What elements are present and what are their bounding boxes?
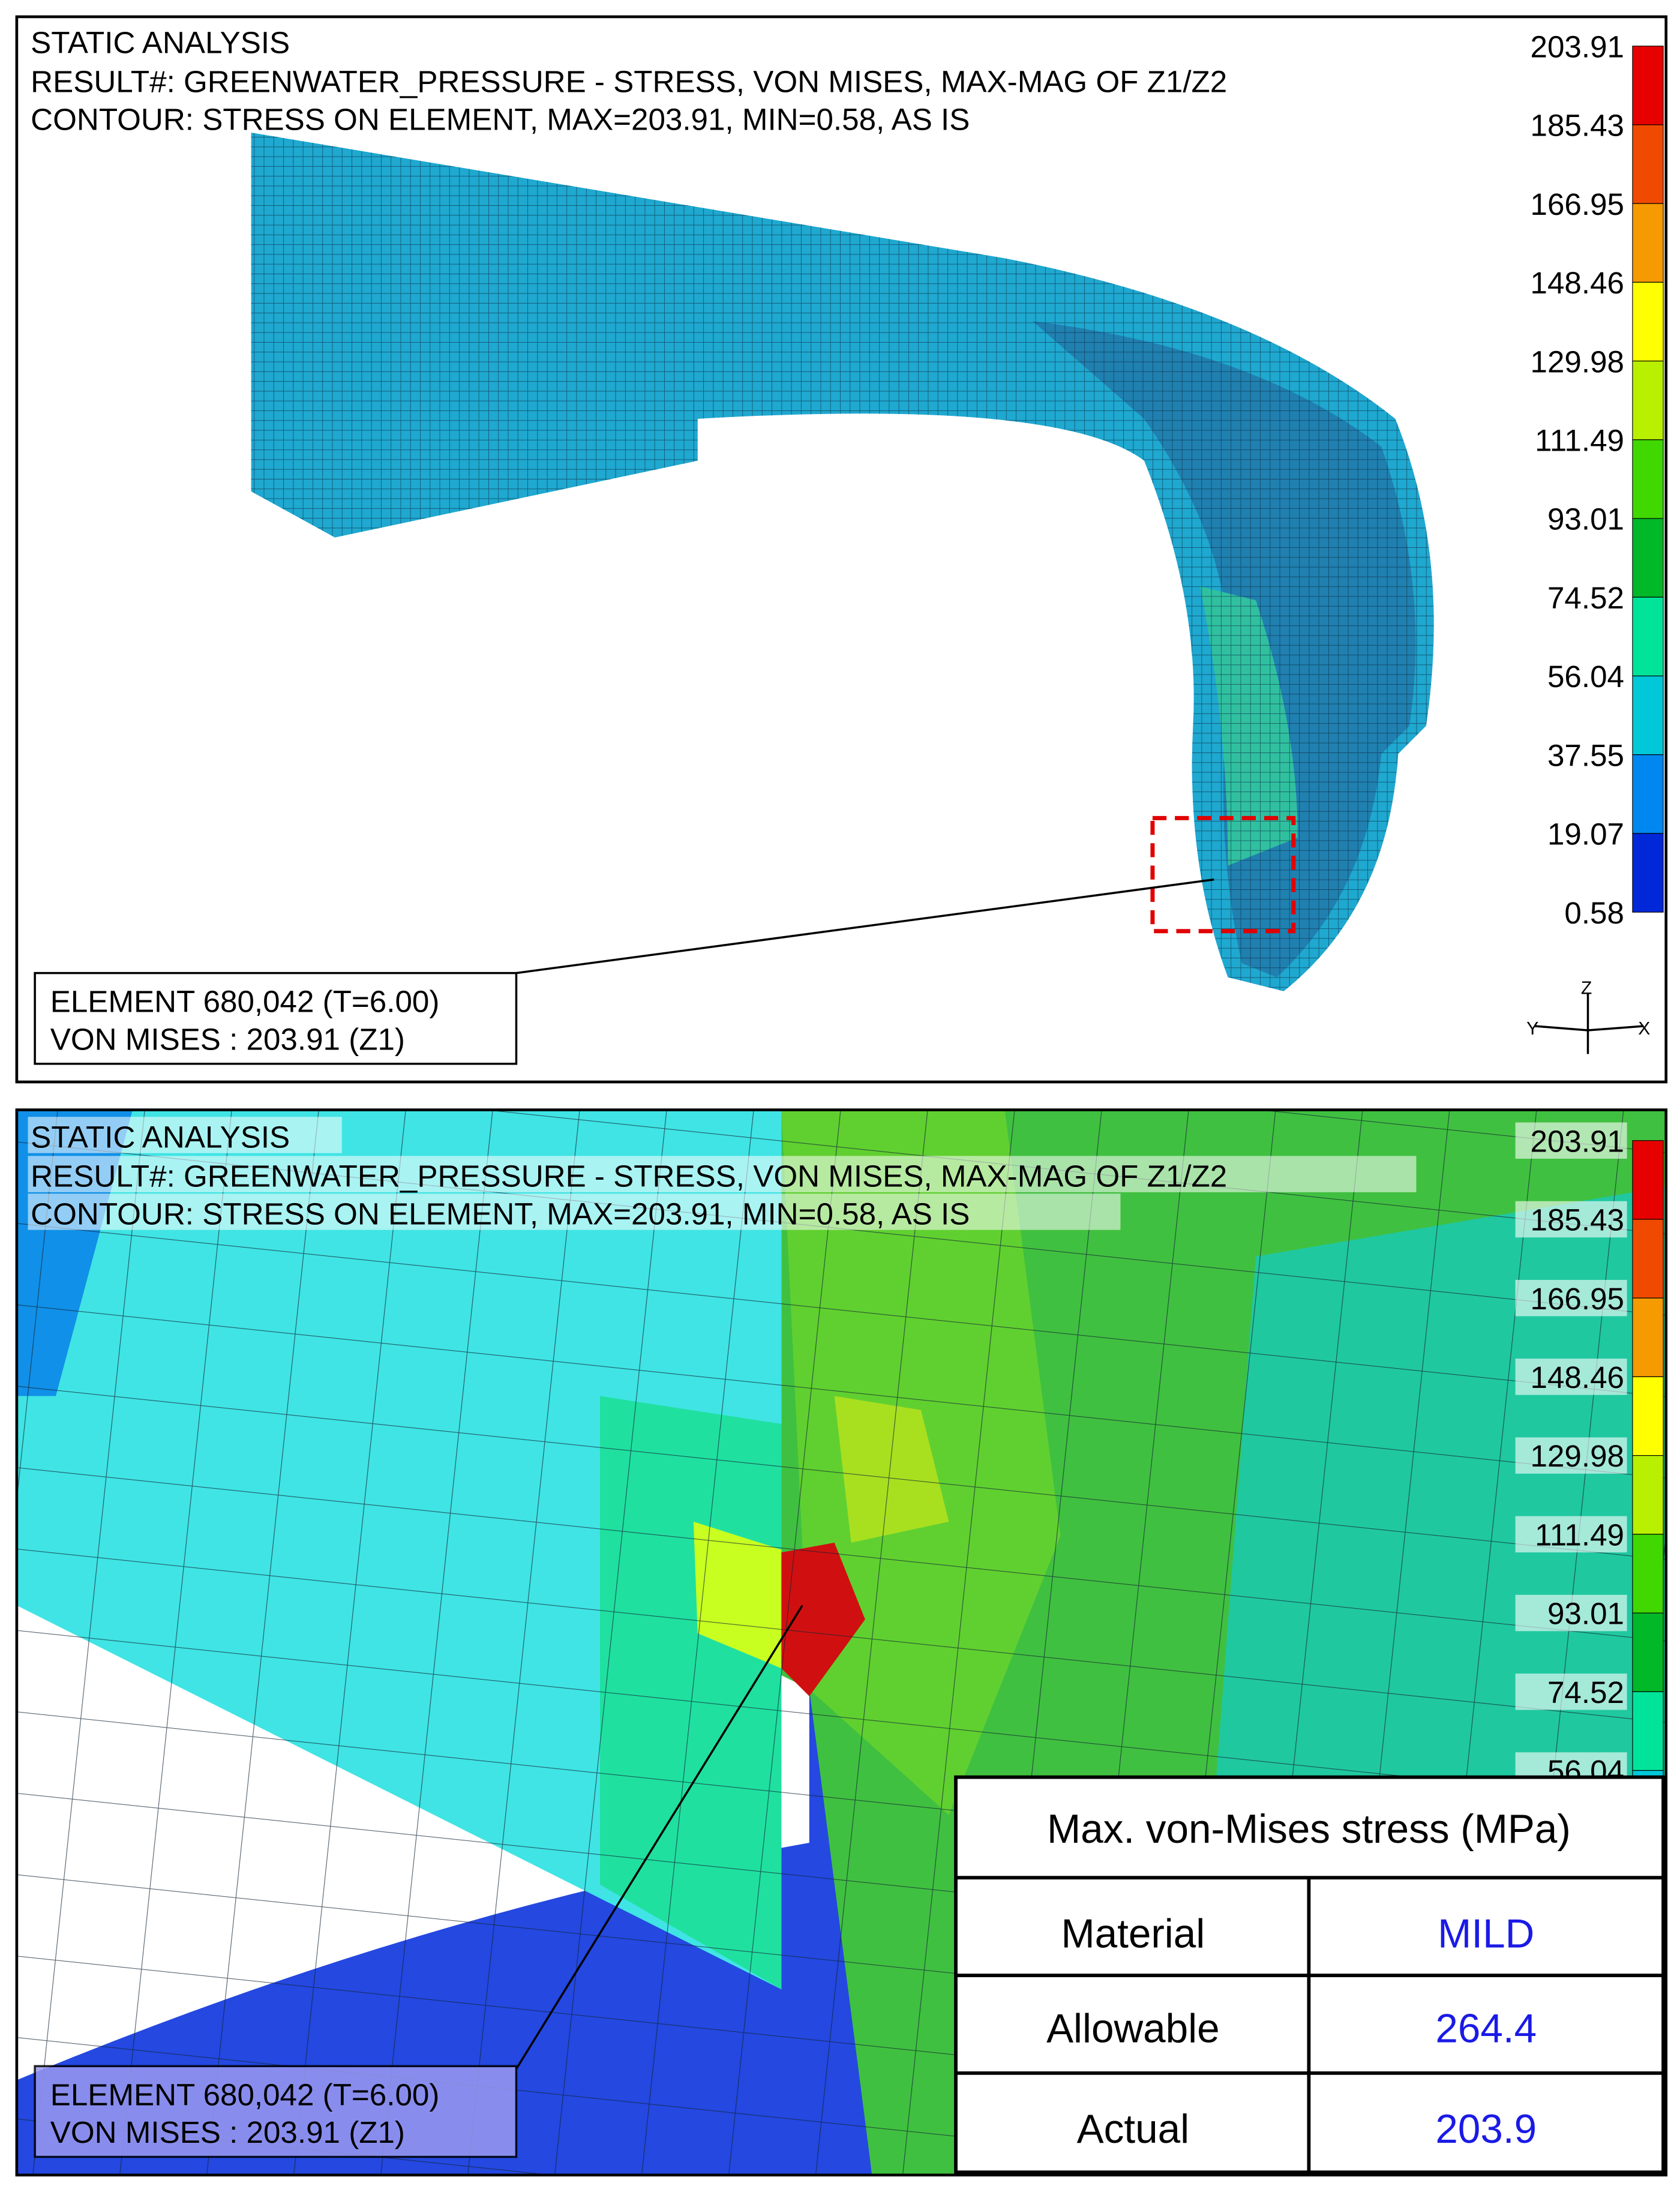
legends: 203.91 185.43 166.95 148.46 129.98 111.49 93.0…	[1515, 29, 1664, 1850]
legend-label: 0.58	[1564, 896, 1624, 930]
legend-label: 148.46	[1531, 1360, 1624, 1395]
legend-band	[1632, 1140, 1664, 1220]
element-label: ELEMENT 680,042 (T=6.00)	[50, 2077, 440, 2112]
header-background	[28, 1194, 1121, 1230]
legend-label: 56.04	[1547, 659, 1624, 694]
header-background	[28, 1156, 1417, 1192]
legend-label: 203.91	[1531, 1124, 1624, 1158]
header-line: STATIC ANALYSIS	[31, 1120, 290, 1154]
stress-table: Max. von-Mises stress (MPa) Material MIL…	[954, 1775, 1666, 2174]
legend-band	[1632, 675, 1664, 755]
table-cell: 203.9	[1435, 2107, 1537, 2152]
header-line: CONTOUR: STRESS ON ELEMENT, MAX=203.91, …	[31, 1197, 970, 1231]
legend-band	[1632, 833, 1664, 913]
element-label: VON MISES : 203.91 (Z1)	[50, 1022, 405, 1057]
legend-band	[1632, 1376, 1664, 1456]
legend-band	[1632, 1297, 1664, 1378]
axis-label: Z	[1581, 978, 1592, 998]
legend-label-background	[1515, 1359, 1627, 1395]
legend-band	[1632, 46, 1664, 125]
legend-label-background	[1515, 1201, 1627, 1238]
header-line: RESULT#: GREENWATER_PRESSURE - STRESS, V…	[31, 1159, 1227, 1194]
legend-band	[1632, 1455, 1664, 1535]
table-cell: MILD	[1438, 1911, 1534, 1956]
legend-band	[1632, 1691, 1664, 1771]
axis-label: X	[1638, 1019, 1650, 1039]
legend-label: 74.52	[1547, 581, 1624, 615]
legend-band	[1632, 518, 1664, 598]
table-cell: Material	[1061, 1911, 1205, 1956]
legend-label: 185.43	[1531, 109, 1624, 143]
legend-label: 203.91	[1531, 29, 1624, 64]
legend-band	[1632, 754, 1664, 834]
legend-band	[1632, 281, 1664, 362]
legend-label: 185.43	[1531, 1203, 1624, 1237]
legend-label: 74.52	[1547, 1675, 1624, 1710]
header-line: RESULT#: GREENWATER_PRESSURE - STRESS, V…	[31, 65, 1227, 99]
legend-label: 19.07	[1547, 817, 1624, 851]
legend-label: 111.49	[1535, 1518, 1624, 1552]
legend-band	[1632, 1612, 1664, 1692]
legend-label: 148.46	[1531, 266, 1624, 300]
legend-label: 129.98	[1531, 1439, 1624, 1473]
legend-label-background	[1515, 1279, 1627, 1317]
legend-label-background	[1515, 1516, 1627, 1553]
legend-label-background	[1515, 1437, 1627, 1474]
table-cell: Actual	[1077, 2107, 1189, 2152]
panel-frame	[15, 1108, 1668, 2177]
table-title: Max. von-Mises stress (MPa)	[1047, 1807, 1571, 1852]
table-cell: Allowable	[1046, 2007, 1220, 2052]
legend-band	[1632, 1219, 1664, 1299]
legend-label-background	[1515, 1594, 1627, 1632]
element-label: ELEMENT 680,042 (T=6.00)	[50, 985, 440, 1019]
legend-label: 166.95	[1531, 1282, 1624, 1316]
header-background	[28, 1117, 342, 1153]
element-label-box	[34, 971, 518, 1065]
element-label: VON MISES : 203.91 (Z1)	[50, 2115, 405, 2149]
legend-band	[1632, 1534, 1664, 1614]
fe-model	[251, 133, 1434, 991]
legend-label-background	[1515, 1674, 1627, 1710]
legend-label: 166.95	[1531, 187, 1624, 221]
axis-triad	[1535, 994, 1644, 1054]
legend-label: 93.01	[1547, 502, 1624, 536]
legend-label: 93.01	[1547, 1597, 1624, 1631]
legend-label: 129.98	[1531, 344, 1624, 379]
header-line: CONTOUR: STRESS ON ELEMENT, MAX=203.91, …	[31, 102, 970, 136]
legend-label: 37.55	[1547, 738, 1624, 772]
header-line: STATIC ANALYSIS	[31, 25, 290, 59]
legend-band	[1632, 203, 1664, 283]
legend-label: 111.49	[1535, 423, 1624, 457]
legend-band	[1632, 124, 1664, 204]
legend-band	[1632, 596, 1664, 677]
table-cell: 264.4	[1435, 2007, 1537, 2052]
legend-band	[1632, 439, 1664, 519]
legend-band	[1632, 361, 1664, 440]
axis-label: Y	[1526, 1019, 1538, 1039]
element-label-box	[34, 2065, 518, 2158]
legend-label-background	[1515, 1122, 1627, 1159]
